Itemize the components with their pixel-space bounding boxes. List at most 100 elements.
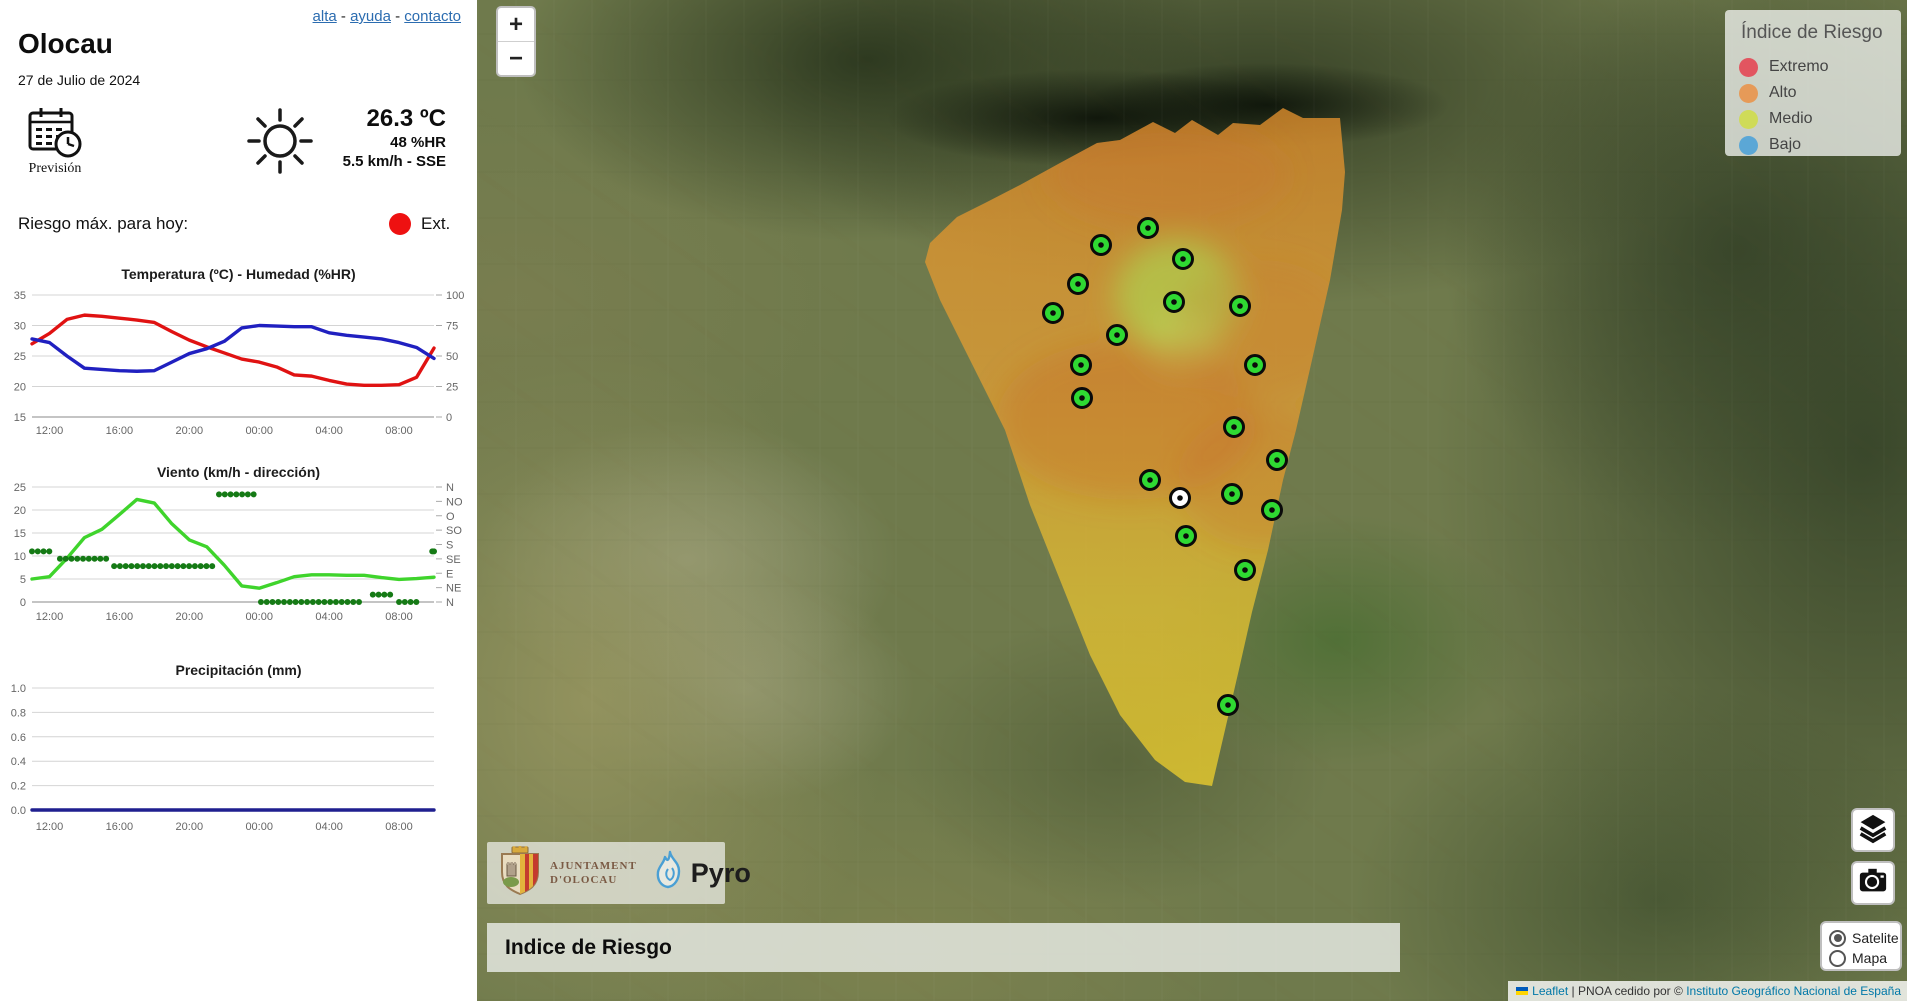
svg-text:12:00: 12:00 xyxy=(36,611,64,623)
svg-text:N: N xyxy=(446,482,454,494)
overlay-title: Indice de Riesgo xyxy=(505,936,672,959)
max-risk-dot xyxy=(389,213,411,235)
svg-text:0.6: 0.6 xyxy=(11,732,26,744)
svg-text:N: N xyxy=(446,597,454,609)
svg-text:0.2: 0.2 xyxy=(11,781,26,793)
max-risk-label: Riesgo máx. para hoy: xyxy=(18,214,189,233)
station-marker[interactable] xyxy=(1172,248,1194,270)
svg-text:20:00: 20:00 xyxy=(176,611,204,623)
station-marker[interactable] xyxy=(1071,387,1093,409)
legend-color-dot xyxy=(1739,109,1758,129)
station-marker[interactable] xyxy=(1261,499,1283,521)
svg-text:1.0: 1.0 xyxy=(11,683,26,695)
station-marker[interactable] xyxy=(1244,354,1266,376)
radio-unselected-icon[interactable] xyxy=(1829,949,1846,967)
station-marker[interactable] xyxy=(1090,234,1112,256)
svg-text:0.8: 0.8 xyxy=(11,707,26,719)
svg-text:15: 15 xyxy=(14,412,26,424)
svg-text:16:00: 16:00 xyxy=(106,611,134,623)
forecast-widget[interactable]: Previsión xyxy=(20,104,90,177)
pyro-logo: Pyro xyxy=(653,850,751,897)
svg-text:25: 25 xyxy=(14,351,26,363)
svg-text:SE: SE xyxy=(446,554,461,566)
logo-bar: Ajuntament d'Olocau Pyro xyxy=(487,842,751,904)
precipitation-chart: 1.0 0.8 0.6 0.4 0.2 0.0 12:00 16:00 20:00 00:00 04… xyxy=(11,683,436,833)
station-marker[interactable] xyxy=(1067,273,1089,295)
zoom-out-button[interactable]: − xyxy=(498,41,534,75)
current-temperature: 26.3 ºC xyxy=(366,105,446,132)
layers-button[interactable] xyxy=(1851,808,1895,852)
risk-overlay-layer xyxy=(925,108,1345,786)
svg-text:20: 20 xyxy=(14,505,26,517)
svg-text:S: S xyxy=(446,540,453,552)
station-marker[interactable] xyxy=(1042,302,1064,324)
svg-text:5: 5 xyxy=(20,574,26,586)
base-layer-option-satelite[interactable]: Satelite xyxy=(1829,928,1899,948)
svg-text:NE: NE xyxy=(446,583,461,595)
page-date: 27 de Julio de 2024 xyxy=(18,72,141,88)
flame-icon xyxy=(653,850,687,897)
overlay-title-bar: Indice de Riesgo xyxy=(487,923,1400,972)
station-marker[interactable] xyxy=(1229,295,1251,317)
station-marker[interactable] xyxy=(1106,324,1128,346)
station-marker[interactable] xyxy=(1137,217,1159,239)
legend-color-dot xyxy=(1739,135,1758,155)
svg-text:08:00: 08:00 xyxy=(385,611,413,623)
precipitation-chart-title: Precipitación (mm) xyxy=(175,662,302,678)
risk-legend-items: Extremo Alto Medio Bajo xyxy=(1739,54,1887,158)
station-marker[interactable] xyxy=(1223,416,1245,438)
svg-text:SO: SO xyxy=(446,525,462,537)
svg-text:20:00: 20:00 xyxy=(176,425,204,437)
screenshot-button[interactable] xyxy=(1851,861,1895,905)
station-marker[interactable] xyxy=(1234,559,1256,581)
leaflet-map[interactable]: + − Índice de Riesgo Extremo Alto Medio Baj… xyxy=(477,0,1907,1001)
svg-text:00:00: 00:00 xyxy=(245,425,273,437)
risk-legend-title: Índice de Riesgo xyxy=(1741,22,1883,43)
sidebar: alta - ayuda - contacto Olocau 27 de Jul… xyxy=(0,0,477,1001)
svg-text:100: 100 xyxy=(446,290,464,302)
ign-link[interactable]: Instituto Geográfico Nacional de España xyxy=(1686,984,1901,998)
legend-item-medio: Medio xyxy=(1739,106,1887,132)
sun-icon xyxy=(246,107,314,180)
wind-chart: 25 20 15 10 5 0 N NO O SO S SE E NE N 12:00 16:00 20:00 00… xyxy=(14,482,463,623)
radio-selected-icon[interactable] xyxy=(1829,929,1846,947)
zoom-in-button[interactable]: + xyxy=(508,11,523,38)
station-marker[interactable] xyxy=(1217,694,1239,716)
station-marker[interactable] xyxy=(1139,469,1161,491)
base-layer-option-mapa[interactable]: Mapa xyxy=(1829,948,1893,968)
svg-text:50: 50 xyxy=(446,351,458,363)
station-marker[interactable] xyxy=(1175,525,1197,547)
nav-link-alta[interactable]: alta xyxy=(312,8,337,25)
station-marker[interactable] xyxy=(1266,449,1288,471)
svg-text:25: 25 xyxy=(14,482,26,494)
svg-text:0.4: 0.4 xyxy=(11,756,26,768)
legend-item-alto: Alto xyxy=(1739,80,1887,106)
svg-text:04:00: 04:00 xyxy=(315,611,343,623)
svg-text:20:00: 20:00 xyxy=(176,821,204,833)
station-marker[interactable] xyxy=(1221,483,1243,505)
svg-text:04:00: 04:00 xyxy=(315,821,343,833)
base-layer-switcher: Satelite Mapa xyxy=(1820,921,1902,971)
olocau-coat-of-arms-icon xyxy=(499,844,541,901)
svg-text:75: 75 xyxy=(446,321,458,333)
legend-item-label: Medio xyxy=(1769,110,1813,127)
svg-text:NO: NO xyxy=(446,496,463,508)
legend-color-dot xyxy=(1739,57,1758,77)
risk-legend: Índice de Riesgo Extremo Alto Medio Bajo xyxy=(1725,10,1901,156)
current-wind: 5.5 km/h - SSE xyxy=(342,153,446,170)
legend-item-label: Bajo xyxy=(1769,136,1802,153)
calendar-clock-icon xyxy=(26,108,84,162)
nav-link-contacto[interactable]: contacto xyxy=(404,8,461,25)
svg-text:00:00: 00:00 xyxy=(245,821,273,833)
wind-chart-title: Viento (km/h - dirección) xyxy=(156,464,321,480)
ukraine-flag-icon xyxy=(1516,984,1529,998)
svg-text:O: O xyxy=(446,511,455,523)
station-marker[interactable] xyxy=(1169,487,1191,509)
station-marker[interactable] xyxy=(1163,291,1185,313)
legend-item-label: Alto xyxy=(1769,84,1797,101)
svg-text:0: 0 xyxy=(20,597,26,609)
svg-text:30: 30 xyxy=(14,321,26,333)
leaflet-link[interactable]: Leaflet xyxy=(1532,984,1569,998)
station-marker[interactable] xyxy=(1070,354,1092,376)
nav-link-ayuda[interactable]: ayuda xyxy=(350,8,391,25)
